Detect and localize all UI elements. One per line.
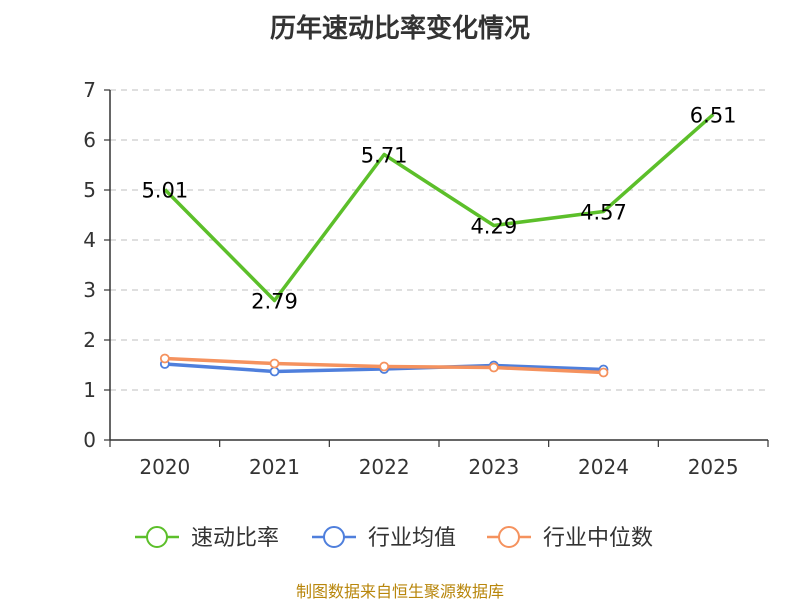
x-tick-label: 2020 — [139, 455, 190, 479]
series-line-0 — [163, 113, 715, 303]
data-label: 2.79 — [251, 290, 298, 314]
y-tick-label: 0 — [83, 428, 96, 452]
y-tick-label: 5 — [83, 178, 96, 202]
y-tick-label: 4 — [83, 228, 96, 252]
series-point-2 — [488, 362, 499, 373]
x-tick-label: 2023 — [468, 455, 519, 479]
chart-title: 历年速动比率变化情况 — [269, 14, 530, 44]
y-tick-label: 1 — [83, 378, 96, 402]
data-label: 4.29 — [470, 215, 517, 239]
x-tick-label: 2022 — [359, 455, 410, 479]
series-point-1 — [269, 366, 280, 377]
series-point-2 — [379, 361, 390, 372]
legend-marker — [323, 526, 345, 548]
legend-label: 行业中位数 — [543, 526, 653, 551]
legend-marker — [146, 526, 168, 548]
series-point-2 — [598, 367, 609, 378]
y-tick-label: 2 — [83, 328, 96, 352]
series-point-2 — [159, 353, 170, 364]
data-label: 5.71 — [361, 144, 408, 168]
legend-label: 速动比率 — [191, 526, 279, 551]
legend-label: 行业均值 — [368, 526, 456, 551]
y-tick-label: 7 — [83, 78, 96, 102]
x-tick-label: 2021 — [249, 455, 300, 479]
data-source-note: 制图数据来自恒生聚源数据库 — [295, 582, 504, 601]
data-label: 5.01 — [141, 179, 188, 203]
series-point-2 — [269, 358, 280, 369]
y-tick-label: 3 — [83, 278, 96, 302]
data-label: 4.57 — [580, 201, 627, 225]
data-label: 6.51 — [690, 104, 737, 128]
x-tick-label: 2025 — [688, 455, 739, 479]
x-tick-label: 2024 — [578, 455, 629, 479]
y-tick-label: 6 — [83, 128, 96, 152]
legend-marker — [498, 526, 520, 548]
